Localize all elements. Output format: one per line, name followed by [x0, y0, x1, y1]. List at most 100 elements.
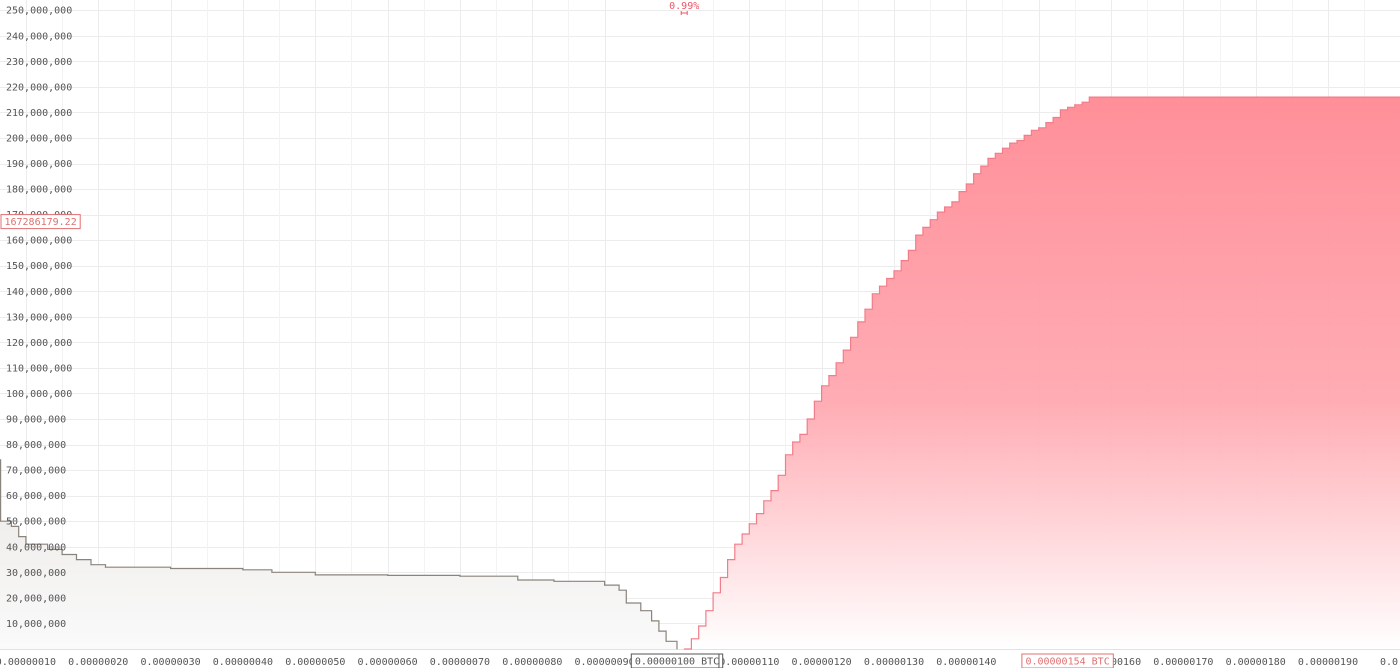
ask-depth-point-24	[857, 321, 859, 323]
ask-depth-point-43	[994, 152, 996, 154]
bid-depth-point-14	[387, 574, 389, 577]
ask-depth-point-56	[1088, 96, 1090, 98]
bid-depth-point-17	[553, 580, 555, 582]
bid-depth-point-13	[314, 574, 316, 576]
y-tick-label-12: 130,000,000	[6, 312, 72, 323]
y-tick-label-1: 20,000,000	[6, 593, 66, 604]
x-tick-label-6: 0.00000070	[430, 657, 490, 668]
bid-price-label-box	[630, 653, 724, 668]
ask-depth-point-26	[871, 293, 873, 295]
x-tick-label-18: 0.0	[1380, 657, 1398, 668]
y-tick-label-18: 190,000,000	[6, 159, 72, 170]
bid-area-fill	[0, 459, 677, 649]
y-tick-label-17: 180,000,000	[6, 185, 72, 196]
bid-depth-point-25	[676, 648, 678, 650]
x-tick-label-4: 0.00000050	[285, 657, 345, 668]
bid-depth-point-5	[47, 548, 49, 551]
ask-depth-point-53	[1067, 106, 1069, 108]
ask-depth-point-2	[698, 625, 700, 627]
ask-depth-point-21	[835, 362, 837, 364]
x-tick-label-1: 0.00000020	[68, 657, 128, 668]
ask-depth-point-33	[922, 226, 924, 228]
y-tick-label-24: 250,000,000	[6, 6, 72, 17]
ask-depth-point-31	[907, 249, 910, 251]
y-tick-label-14: 150,000,000	[6, 261, 72, 272]
ask-depth-point-9	[748, 523, 750, 525]
ask-depth-point-45	[1009, 142, 1011, 144]
ask-depth-point-49	[1038, 127, 1040, 129]
ask-depth-point-1	[690, 638, 693, 640]
ask-depth-point-37	[951, 201, 953, 203]
y-tick-label-6: 70,000,000	[6, 466, 66, 477]
spread-percent-label: 0.99%	[669, 1, 699, 12]
y-tick-label-19: 200,000,000	[6, 134, 72, 145]
y-tick-label-2: 30,000,000	[6, 568, 66, 579]
x-tick-label-9: 0.00000110	[719, 657, 779, 668]
y-tick-label-3: 40,000,000	[6, 542, 66, 553]
ask-depth-point-11	[763, 500, 765, 502]
ask-depth-point-3	[705, 610, 707, 612]
y-cursor-label-box	[0, 214, 81, 230]
ask-depth-point-44	[1001, 147, 1004, 149]
bid-depth-point-4	[25, 543, 27, 545]
bid-depth-point-19	[618, 589, 620, 591]
ask-depth-point-8	[741, 533, 743, 535]
y-tick-label-4: 50,000,000	[6, 517, 66, 528]
y-tick-label-13: 140,000,000	[6, 287, 72, 298]
y-tick-label-9: 100,000,000	[6, 389, 72, 400]
x-tick-label-17: 0.00000190	[1298, 657, 1358, 668]
bid-depth-point-15	[459, 575, 461, 577]
bid-depth-point-18	[604, 584, 606, 586]
bid-depth-line	[0, 459, 678, 649]
ask-depth-point-48	[1030, 129, 1032, 131]
ask-depth-point-29	[893, 270, 895, 272]
ask-depth-point-51	[1052, 116, 1054, 119]
ask-depth-point-25	[864, 308, 866, 310]
ask-depth-point-34	[929, 219, 931, 221]
bid-depth-point-11	[242, 569, 244, 571]
bid-price-label-text: 0.00000100 BTC	[635, 657, 719, 668]
x-tick-label-12: 0.00000140	[936, 657, 996, 668]
ask-depth-point-15	[792, 441, 794, 443]
ask-depth-point-32	[915, 234, 917, 236]
bid-price-label: 0.00000100 BTC	[630, 653, 724, 668]
ask-depth-point-17	[806, 418, 808, 420]
ask-depth-point-18	[813, 400, 816, 402]
y-cursor-label-text: 167286179.22	[4, 217, 76, 228]
x-tick-label-8: 0.00000090	[574, 657, 634, 668]
depth-areas	[0, 96, 1400, 650]
ask-depth-point-20	[828, 375, 830, 377]
y-tick-label-21: 220,000,000	[6, 82, 72, 93]
ask-price-label-box	[1021, 653, 1114, 668]
x-tick-label-3: 0.00000040	[213, 657, 273, 668]
bid-depth-point-22	[651, 620, 653, 622]
bid-depth-point-8	[90, 564, 92, 566]
y-tick-label-10: 110,000,000	[6, 363, 72, 374]
ask-depth-point-38	[958, 191, 960, 193]
ask-depth-point-14	[784, 454, 787, 456]
ask-depth-point-40	[973, 173, 975, 175]
ask-price-label: 0.00000154 BTC	[1021, 653, 1114, 668]
ask-depth-point-4	[712, 592, 714, 594]
spread-bracket-icon	[680, 11, 688, 15]
ask-depth-point-5	[719, 576, 722, 579]
y-tick-label-20: 210,000,000	[6, 108, 72, 119]
bid-depth-point-16	[517, 579, 519, 581]
ask-depth-point-19	[821, 385, 823, 387]
bid-depth-point-10	[170, 567, 172, 570]
y-tick-label-23: 240,000,000	[6, 31, 72, 42]
x-tick-label-11: 0.00000130	[864, 657, 924, 668]
y-tick-label-15: 160,000,000	[6, 236, 72, 247]
bid-depth-point-6	[61, 553, 63, 556]
ask-depth-point-50	[1045, 122, 1047, 124]
x-tick-label-0: 0.00000010	[0, 657, 56, 668]
ask-depth-point-10	[755, 513, 758, 515]
ask-depth-point-39	[965, 183, 967, 185]
bid-depth-point-12	[271, 571, 273, 573]
bid-depth-point-0	[0, 459, 1, 461]
ask-depth-point-0	[683, 648, 685, 650]
bid-depth-point-23	[658, 630, 660, 632]
ask-depth-point-46	[1016, 139, 1018, 142]
y-tick-label-11: 120,000,000	[6, 338, 72, 349]
